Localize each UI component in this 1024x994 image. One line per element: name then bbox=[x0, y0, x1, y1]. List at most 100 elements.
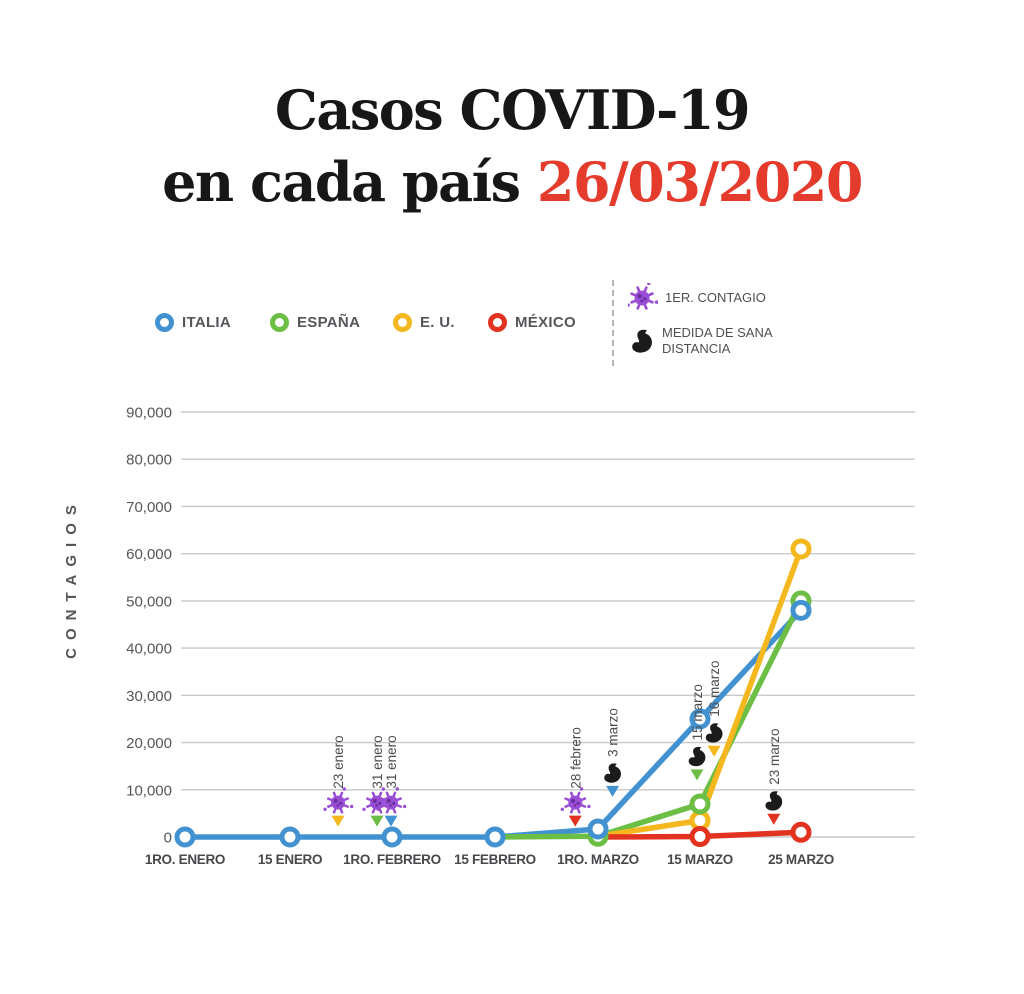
annotation-arrow bbox=[384, 815, 398, 827]
flexed-arm-glyph bbox=[632, 330, 652, 353]
virus-satellite-dot bbox=[560, 807, 564, 811]
series-line-espa-a bbox=[492, 598, 804, 840]
data-point-italia bbox=[484, 826, 506, 848]
grid: 0 10,000 20,000 30,000 40,000 50,000 60,000 70,… bbox=[126, 405, 915, 847]
virus-inner-dot bbox=[640, 299, 643, 303]
annotation-arm: 15 marzo bbox=[688, 684, 706, 781]
flexed-arm-glyph bbox=[705, 723, 723, 743]
annotation-virus: 31 enero bbox=[362, 735, 393, 827]
y-tick-label: 30,000 bbox=[126, 688, 172, 705]
y-tick-label: 60,000 bbox=[126, 546, 172, 563]
annotation-label: 28 febrero bbox=[568, 727, 583, 789]
flexed-arm-glyph bbox=[765, 791, 783, 811]
legend-ring-espana-icon bbox=[270, 313, 289, 332]
x-tick-label: 15 FEBRERO bbox=[454, 852, 536, 867]
virus-inner-dot bbox=[637, 293, 642, 299]
annotation-arrow bbox=[606, 785, 620, 797]
data-point-italia bbox=[279, 826, 301, 848]
annotation-arm: 16 marzo bbox=[705, 660, 723, 757]
y-tick-label: 80,000 bbox=[126, 452, 172, 469]
y-tick-label: 40,000 bbox=[126, 641, 172, 658]
flexed-arm-glyph bbox=[688, 746, 706, 767]
annotation-label: 23 enero bbox=[331, 735, 346, 788]
virus-inner-dot bbox=[576, 801, 580, 805]
data-point-e-u bbox=[790, 538, 812, 560]
y-tick-label: 20,000 bbox=[126, 735, 172, 752]
flexed-arm-icon bbox=[632, 330, 652, 353]
virus-body bbox=[384, 795, 398, 810]
annotation-label: 16 marzo bbox=[707, 660, 722, 716]
legend-item-sana-distancia: MEDIDA DE SANA DISTANCIA bbox=[629, 325, 790, 358]
legend-item-mexico: MÉXICO bbox=[488, 313, 576, 332]
legend-item-first-contagion: 1ER. CONTAGIO bbox=[628, 283, 766, 313]
annotation-label: 31 enero bbox=[384, 735, 399, 788]
virus-icon bbox=[323, 787, 354, 814]
virus-icon bbox=[628, 283, 658, 310]
annotation-arrow bbox=[767, 813, 781, 825]
annotation-arrow bbox=[568, 815, 582, 827]
virus-satellite-dot bbox=[376, 807, 380, 811]
legend-label-first-contagion: 1ER. CONTAGIO bbox=[665, 289, 766, 305]
annotation-virus: 23 enero bbox=[323, 735, 354, 827]
virus-inner-dot bbox=[372, 798, 377, 803]
virus-satellite-dot bbox=[628, 303, 630, 307]
flexed-arm-glyph bbox=[604, 763, 621, 783]
legend-ring-mexico-icon bbox=[488, 313, 507, 332]
series-markers bbox=[174, 538, 812, 848]
data-point-italia bbox=[790, 599, 812, 621]
annotation-arm: 3 marzo bbox=[604, 708, 621, 797]
legend-ring-italia-icon bbox=[155, 313, 174, 332]
data-point-italia bbox=[174, 826, 196, 848]
page-title: Casos COVID-19 en cada país 26/03/2020 bbox=[0, 74, 1024, 218]
flexed-arm-icon bbox=[705, 723, 723, 743]
title-line2-text: en cada país bbox=[162, 150, 521, 214]
virus-inner-dot bbox=[643, 297, 647, 301]
virus-satellite-dot bbox=[349, 804, 354, 809]
flexed-arm-icon bbox=[688, 746, 706, 767]
title-date: 26/03/2020 bbox=[536, 150, 864, 214]
data-point-italia bbox=[587, 818, 609, 840]
flexed-arm-icon bbox=[765, 791, 783, 811]
annotations: 23 enero 31 enero 31 enero 28 febrero 3 marz… bbox=[323, 660, 783, 827]
x-tick-label: 15 MARZO bbox=[667, 852, 733, 867]
virus-inner-dot bbox=[375, 804, 378, 807]
legend-item-espana: ESPAÑA bbox=[270, 313, 360, 332]
virus-icon bbox=[376, 787, 407, 814]
virus-satellite-dot bbox=[579, 787, 584, 791]
virus-satellite-dot bbox=[646, 283, 651, 286]
virus-satellite-dot bbox=[381, 787, 385, 791]
title-line1: Casos COVID-19 bbox=[274, 78, 751, 142]
virus-body bbox=[331, 795, 345, 810]
virus-inner-dot bbox=[389, 804, 392, 807]
annotation-virus: 28 febrero bbox=[560, 727, 591, 827]
y-tick-label: 10,000 bbox=[126, 782, 172, 799]
data-point-italia bbox=[381, 826, 403, 848]
legend-item-italia: ITALIA bbox=[155, 313, 231, 332]
x-tick-label: 25 MARZO bbox=[768, 852, 834, 867]
x-tick-label: 15 ENERO bbox=[258, 852, 322, 867]
virus-inner-dot bbox=[333, 798, 338, 803]
virus-satellite-dot bbox=[395, 787, 399, 791]
virus-icon bbox=[560, 787, 591, 814]
data-point-m-xico bbox=[790, 821, 812, 843]
annotation-arrow bbox=[690, 769, 704, 781]
virus-inner-dot bbox=[339, 801, 343, 805]
flexed-arm-icon bbox=[632, 330, 652, 353]
virus-inner-dot bbox=[386, 798, 391, 803]
annotation-virus: 31 enero bbox=[376, 735, 407, 827]
virus-satellite-dot bbox=[402, 804, 407, 809]
legend-label-italia: ITALIA bbox=[182, 314, 232, 331]
annotation-arrow bbox=[370, 815, 384, 827]
virus-body bbox=[634, 290, 650, 306]
data-point-espa-a bbox=[689, 793, 711, 815]
virus-satellite-dot bbox=[342, 787, 346, 791]
legend-label-sana-distancia: MEDIDA DE SANA DISTANCIA bbox=[662, 325, 772, 357]
x-axis: 1RO. ENERO 15 ENERO 1RO. FEBRERO 15 FEBRERO… bbox=[145, 852, 834, 867]
legend-divider bbox=[612, 280, 614, 366]
virus-inner-dot bbox=[336, 804, 339, 807]
x-tick-label: 1RO. ENERO bbox=[145, 852, 225, 867]
legend-label-eu: E. U. bbox=[420, 314, 455, 331]
annotation-arrow bbox=[331, 815, 345, 827]
virus-satellite-dot bbox=[654, 300, 658, 304]
